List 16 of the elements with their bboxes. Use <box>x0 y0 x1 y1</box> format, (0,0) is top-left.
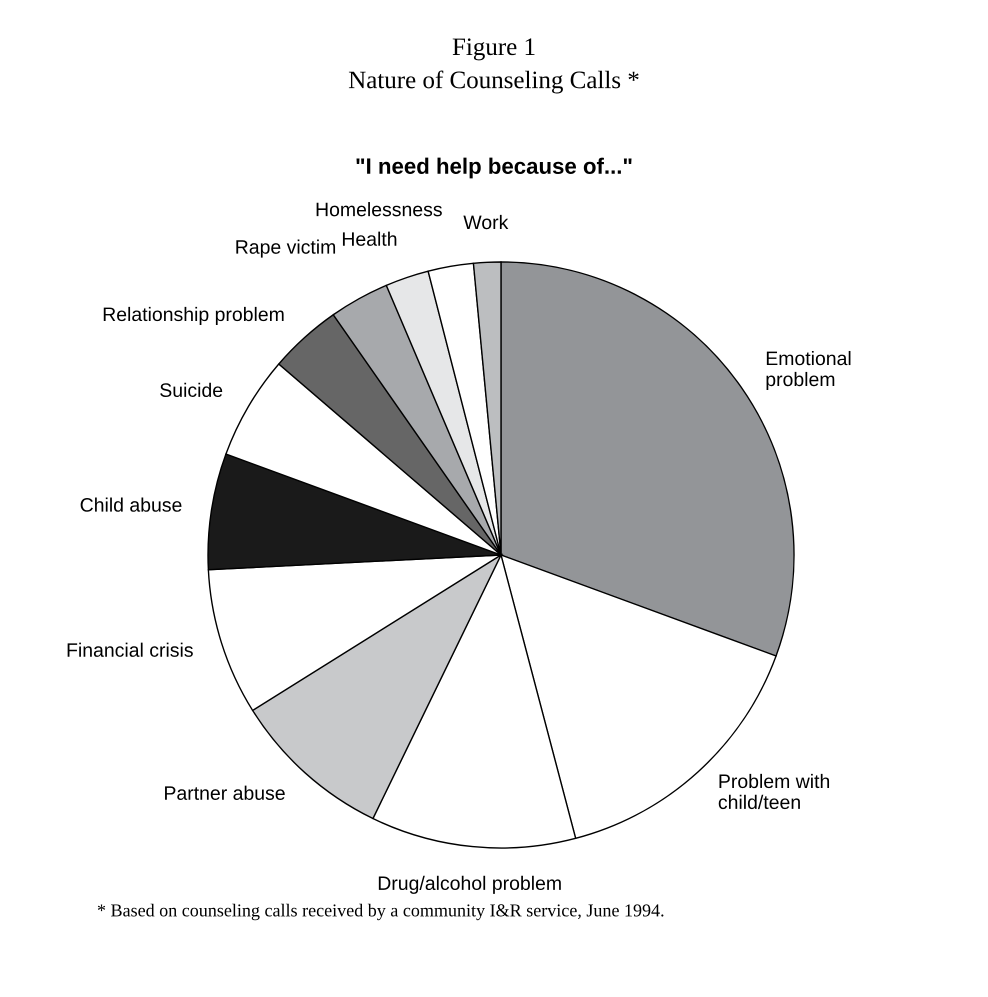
slice-label: Partner abuse <box>165 786 285 800</box>
slice-label: Problem with child/teen <box>718 774 830 810</box>
slice-label: Relationship problem <box>104 306 284 325</box>
slice-label: Drug/alcohol problem <box>378 876 561 894</box>
slice-label: Rape victim <box>236 240 336 258</box>
chart-title: Figure 1 <box>452 38 535 60</box>
slice-label: Emotional problem <box>766 350 850 390</box>
text: * Based on counseling calls received by a community I&R service, June 1994. <box>98 904 664 920</box>
slice-label: Child abuse <box>80 498 182 512</box>
chart-subtitle: Nature of Counseling Calls * <box>348 70 639 94</box>
slice-label: Work <box>463 214 508 230</box>
text: "I need help because of..." <box>356 158 632 178</box>
slice-label: Health <box>342 232 396 246</box>
slice-label: Suicide <box>160 382 222 398</box>
slice-label: Financial crisis <box>68 642 193 657</box>
slice-label: Homelessness <box>316 202 442 216</box>
